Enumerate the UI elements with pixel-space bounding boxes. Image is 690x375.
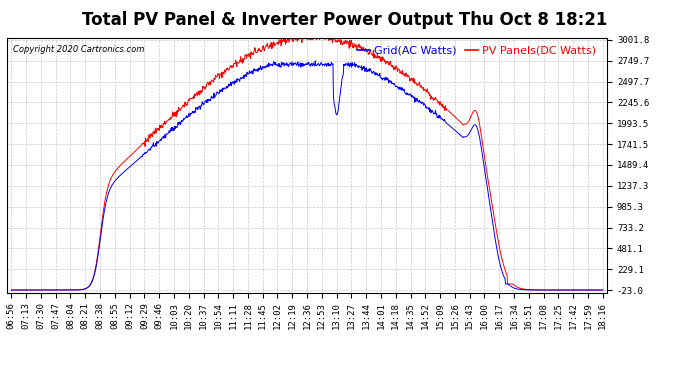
Legend: Grid(AC Watts), PV Panels(DC Watts): Grid(AC Watts), PV Panels(DC Watts)	[357, 46, 595, 56]
Text: Copyright 2020 Cartronics.com: Copyright 2020 Cartronics.com	[13, 45, 144, 54]
Text: Total PV Panel & Inverter Power Output Thu Oct 8 18:21: Total PV Panel & Inverter Power Output T…	[82, 11, 608, 29]
